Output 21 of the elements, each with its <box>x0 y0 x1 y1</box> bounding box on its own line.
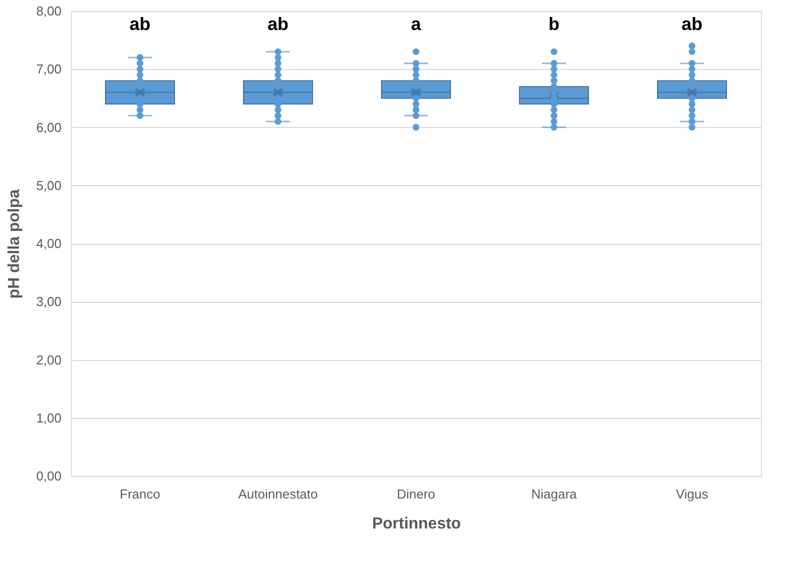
y-tick-label: 8,00 <box>36 4 62 18</box>
y-tick-label: 0,00 <box>36 468 62 484</box>
y-tick-label: 2,00 <box>36 352 62 368</box>
y-tick-label: 7,00 <box>36 62 62 77</box>
y-tick-label: 6,00 <box>36 120 62 135</box>
x-tick-label: Dinero <box>396 486 436 502</box>
annotation: b <box>548 14 560 34</box>
annotation: ab <box>681 14 703 34</box>
y-axis-title: pH della polpa <box>6 189 24 299</box>
annotation: ab <box>129 14 151 34</box>
y-tick-label: 5,00 <box>36 178 62 193</box>
y-tick-label: 3,00 <box>36 294 62 310</box>
x-tick-label: Autoinnestato <box>238 486 318 502</box>
annotation: ab <box>267 14 289 34</box>
x-axis-title: Portinnesto <box>372 516 462 532</box>
x-tick-label: Franco <box>120 486 160 502</box>
annotation: a <box>410 14 422 34</box>
y-tick-label: 1,00 <box>36 410 62 426</box>
x-tick-label: Niagara <box>531 486 578 502</box>
x-tick-label: Vigus <box>676 486 709 502</box>
y-tick-label: 4,00 <box>36 236 62 251</box>
